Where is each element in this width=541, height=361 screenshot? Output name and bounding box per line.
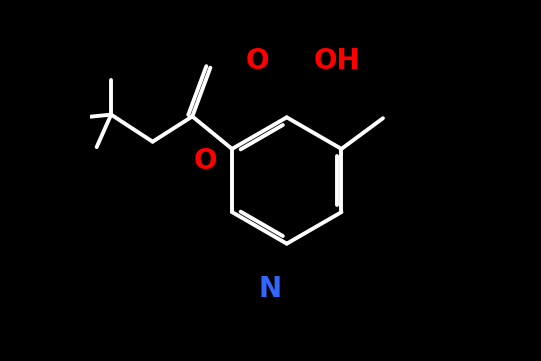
Text: OH: OH bbox=[314, 47, 361, 75]
Text: O: O bbox=[246, 47, 269, 75]
Text: N: N bbox=[259, 275, 282, 303]
Text: O: O bbox=[194, 147, 217, 175]
